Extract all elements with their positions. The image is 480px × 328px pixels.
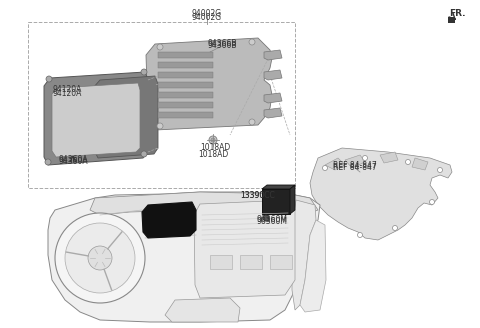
Text: REF 84-847: REF 84-847 xyxy=(333,163,377,173)
Circle shape xyxy=(65,223,135,293)
Circle shape xyxy=(211,138,215,142)
Polygon shape xyxy=(290,185,295,214)
Polygon shape xyxy=(264,50,282,60)
Polygon shape xyxy=(93,76,158,158)
Text: 94366B: 94366B xyxy=(207,38,237,48)
Bar xyxy=(158,82,213,88)
Text: 94366B: 94366B xyxy=(207,42,237,51)
Polygon shape xyxy=(325,158,345,170)
Polygon shape xyxy=(412,158,428,170)
Circle shape xyxy=(249,119,255,125)
Text: 13390CC: 13390CC xyxy=(240,192,276,200)
Circle shape xyxy=(209,136,217,144)
Bar xyxy=(158,52,213,58)
Polygon shape xyxy=(345,155,365,168)
Circle shape xyxy=(45,159,51,165)
Text: 94360A: 94360A xyxy=(58,155,88,165)
Polygon shape xyxy=(165,298,240,322)
Circle shape xyxy=(157,123,163,129)
Polygon shape xyxy=(262,185,295,189)
Polygon shape xyxy=(264,93,282,103)
Bar xyxy=(210,255,232,269)
Circle shape xyxy=(430,199,434,204)
Circle shape xyxy=(141,151,147,157)
Polygon shape xyxy=(264,70,282,80)
Text: 94120A: 94120A xyxy=(52,89,82,97)
Circle shape xyxy=(88,246,112,270)
Polygon shape xyxy=(142,202,196,238)
Circle shape xyxy=(55,213,145,303)
Circle shape xyxy=(141,69,147,75)
Bar xyxy=(158,102,213,108)
Bar xyxy=(262,189,290,214)
Circle shape xyxy=(249,39,255,45)
Text: 94120A: 94120A xyxy=(52,86,82,94)
Polygon shape xyxy=(292,200,316,310)
Bar xyxy=(158,62,213,68)
Circle shape xyxy=(406,159,410,165)
Text: FR.: FR. xyxy=(449,9,466,18)
Polygon shape xyxy=(300,220,326,312)
Bar xyxy=(158,92,213,98)
Text: 94002G: 94002G xyxy=(192,13,222,22)
Bar xyxy=(240,255,262,269)
Polygon shape xyxy=(90,192,318,215)
Polygon shape xyxy=(52,83,140,157)
Circle shape xyxy=(358,233,362,237)
Circle shape xyxy=(437,168,443,173)
Text: 13390CC: 13390CC xyxy=(240,192,276,200)
Polygon shape xyxy=(448,17,455,23)
Circle shape xyxy=(362,155,368,160)
Polygon shape xyxy=(310,148,452,240)
Polygon shape xyxy=(194,200,295,298)
Text: 1018AD: 1018AD xyxy=(198,150,228,159)
Circle shape xyxy=(157,44,163,50)
Polygon shape xyxy=(380,152,398,163)
Text: 94002G: 94002G xyxy=(192,10,222,18)
Text: 1018AD: 1018AD xyxy=(200,144,230,153)
Circle shape xyxy=(323,166,327,171)
Bar xyxy=(158,112,213,118)
Circle shape xyxy=(46,76,52,82)
Circle shape xyxy=(263,215,269,221)
Bar xyxy=(158,72,213,78)
Polygon shape xyxy=(44,72,148,165)
Bar xyxy=(270,255,292,269)
Text: 96360M: 96360M xyxy=(256,215,288,224)
Polygon shape xyxy=(48,192,320,322)
Text: 96360M: 96360M xyxy=(256,217,288,227)
Text: REF 84-847: REF 84-847 xyxy=(333,160,377,170)
Polygon shape xyxy=(264,108,282,118)
Polygon shape xyxy=(146,38,272,130)
Circle shape xyxy=(393,226,397,231)
Text: 94360A: 94360A xyxy=(58,157,88,167)
